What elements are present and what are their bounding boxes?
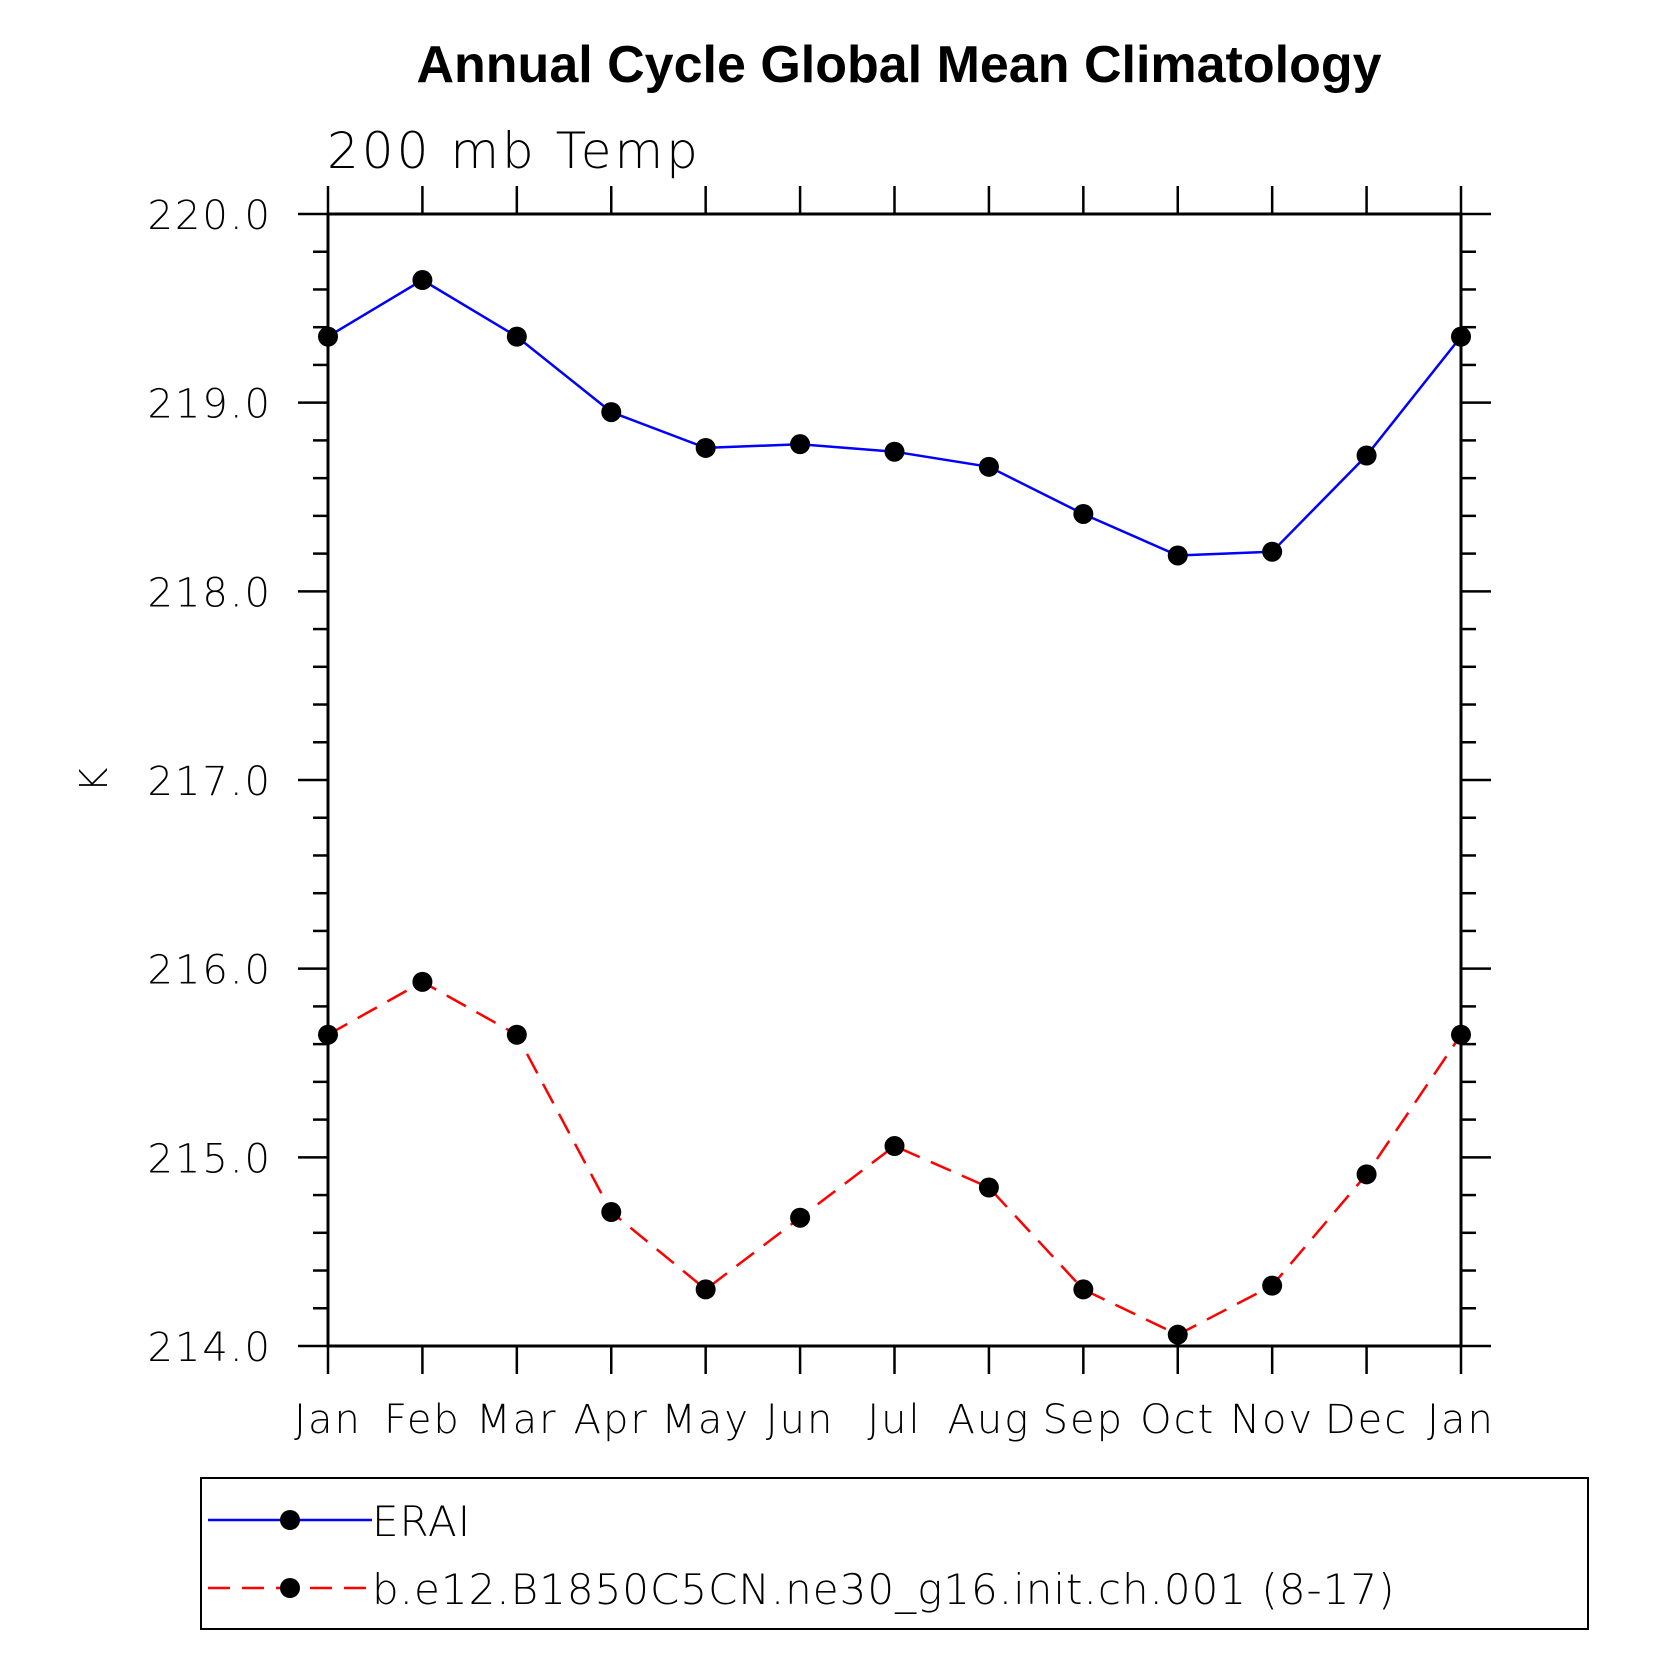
x-tick-label: Nov bbox=[1230, 1397, 1314, 1443]
data-point bbox=[1167, 545, 1188, 566]
data-point bbox=[1073, 1279, 1094, 1300]
data-point bbox=[318, 1024, 338, 1045]
series-layer bbox=[318, 270, 1471, 1345]
data-point bbox=[1356, 445, 1377, 466]
y-tick-label: 218.0 bbox=[147, 570, 272, 616]
data-point bbox=[506, 326, 527, 347]
chart-subtitle: 200 mb Temp bbox=[327, 122, 701, 180]
plot-border bbox=[326, 212, 1463, 1348]
data-point bbox=[1356, 1164, 1377, 1185]
data-point bbox=[695, 437, 716, 458]
legend-label-erai: ERAI bbox=[372, 1497, 471, 1546]
y-tick-label: 216.0 bbox=[147, 948, 272, 994]
x-tick-label: Jan bbox=[1427, 1397, 1495, 1443]
axis-ticks bbox=[298, 186, 1491, 1374]
y-axis-label: K bbox=[72, 767, 116, 792]
data-point bbox=[506, 1024, 527, 1045]
y-tick-label: 215.0 bbox=[147, 1136, 272, 1182]
y-tick-label: 214.0 bbox=[147, 1325, 272, 1371]
data-point bbox=[884, 1136, 905, 1157]
y-tick-labels: 214.0 215.0 216.0 217.0 218.0 219.0 220.0 bbox=[147, 193, 272, 1371]
data-point bbox=[790, 1207, 811, 1228]
data-point bbox=[978, 1177, 999, 1198]
legend-box bbox=[200, 1477, 1589, 1630]
data-point bbox=[412, 270, 433, 291]
y-tick-label: 219.0 bbox=[147, 382, 272, 428]
x-tick-label: Apr bbox=[574, 1397, 649, 1443]
x-tick-label: Oct bbox=[1140, 1397, 1215, 1443]
data-point bbox=[601, 402, 622, 423]
x-tick-label: Dec bbox=[1325, 1397, 1408, 1443]
data-point bbox=[884, 441, 905, 462]
data-point bbox=[1451, 1024, 1471, 1045]
x-tick-label: Mar bbox=[476, 1397, 557, 1443]
legend-entry-erai: ERAI bbox=[208, 1497, 471, 1546]
x-tick-label: Aug bbox=[948, 1397, 1031, 1443]
y-tick-label: 220.0 bbox=[147, 193, 272, 239]
y-tick-label: 217.0 bbox=[147, 759, 272, 805]
chart-title: Annual Cycle Global Mean Climatology bbox=[416, 36, 1381, 94]
data-point bbox=[1451, 326, 1471, 347]
plot-frame bbox=[326, 212, 1463, 1348]
data-point bbox=[790, 434, 811, 455]
x-tick-label: Jul bbox=[867, 1397, 921, 1443]
x-tick-label: Feb bbox=[384, 1397, 461, 1443]
legend-marker-erai bbox=[280, 1510, 300, 1530]
x-tick-label: Jan bbox=[294, 1397, 362, 1443]
x-tick-labels: Jan Feb Mar Apr May Jun Jul Aug Sep Oct Nov Dec Jan bbox=[294, 1397, 1495, 1443]
legend-marker-model bbox=[280, 1578, 300, 1598]
x-tick-label: Sep bbox=[1043, 1397, 1124, 1443]
x-tick-label: Jun bbox=[766, 1397, 835, 1443]
data-point bbox=[1262, 1275, 1283, 1296]
data-point bbox=[1262, 541, 1283, 562]
legend: ERAI b.e12.B1850C5CN.ne30_g16.init.ch.00… bbox=[200, 1477, 1589, 1630]
data-point bbox=[695, 1279, 716, 1300]
legend-label-model: b.e12.B1850C5CN.ne30_g16.init.ch.001 (8-… bbox=[372, 1565, 1396, 1614]
series-line-erai bbox=[327, 278, 1462, 557]
data-point bbox=[412, 971, 433, 992]
data-point bbox=[978, 456, 999, 477]
legend-entry-model: b.e12.B1850C5CN.ne30_g16.init.ch.001 (8-… bbox=[208, 1565, 1396, 1614]
data-point bbox=[1167, 1324, 1188, 1345]
x-tick-label: May bbox=[661, 1397, 750, 1443]
data-point bbox=[1073, 503, 1094, 524]
data-point bbox=[601, 1202, 622, 1223]
data-point bbox=[318, 326, 338, 347]
series-line-model bbox=[327, 980, 1463, 1337]
